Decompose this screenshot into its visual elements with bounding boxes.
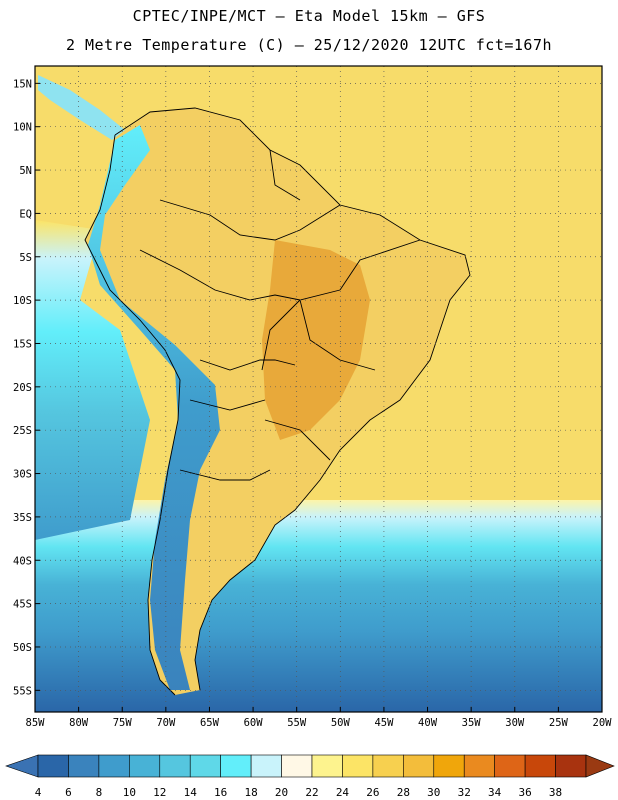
colorbar-label: 22 xyxy=(305,786,318,799)
map-title: CPTEC/INPE/MCT – Eta Model 15km – GFS xyxy=(132,7,486,25)
lon-tick-label: 85W xyxy=(26,717,46,729)
pacific-cool-zone xyxy=(35,220,150,540)
lon-tick-label: 70W xyxy=(156,717,176,729)
lon-tick-label: 45W xyxy=(374,717,394,729)
lat-tick-label: 5S xyxy=(19,252,32,264)
andes-cold-belt xyxy=(88,125,220,690)
lat-tick-label: 10N xyxy=(13,122,32,134)
colorbar-swatch xyxy=(189,754,221,778)
lat-tick-label: 40S xyxy=(13,555,32,567)
ocean-south xyxy=(35,500,602,712)
colorbar-label: 16 xyxy=(214,786,227,799)
hot-interior xyxy=(262,240,370,440)
lon-tick-label: 40W xyxy=(418,717,438,729)
colorbar-label: 18 xyxy=(244,786,257,799)
colorbar-label: 30 xyxy=(427,786,440,799)
lat-tick-label: 15N xyxy=(13,78,32,90)
map-frame xyxy=(34,65,603,713)
lon-tick-label: 25W xyxy=(549,717,569,729)
colorbar-label: 38 xyxy=(549,786,562,799)
lat-tick-label: 10S xyxy=(13,295,32,307)
map-subtitle: 2 Metre Temperature (C) – 25/12/2020 12U… xyxy=(65,36,553,54)
colorbar-swatch xyxy=(98,754,130,778)
colorbar-label: 6 xyxy=(65,786,72,799)
map-field xyxy=(35,66,602,712)
colorbar-swatch xyxy=(159,754,191,778)
lon-tick-label: 75W xyxy=(113,717,133,729)
colorbar-label: 36 xyxy=(518,786,531,799)
colorbar-label: 12 xyxy=(153,786,166,799)
lon-tick-label: 35W xyxy=(462,717,482,729)
lon-tick-label: 50W xyxy=(331,717,351,729)
lat-tick-label: 5N xyxy=(19,165,32,177)
central-america-land xyxy=(38,75,125,140)
latitude-axis: 15N 10N 5N EQ 5S 10S 15S 20S 25S 30S 35S 40S 45S 50S 5… xyxy=(13,78,40,697)
lat-tick-label: 50S xyxy=(13,642,32,654)
colorbar-label: 20 xyxy=(275,786,288,799)
colorbar-swatch xyxy=(463,754,495,778)
lon-tick-label: 80W xyxy=(69,717,89,729)
colorbar-swatch xyxy=(129,754,161,778)
colorbar-swatch xyxy=(372,754,404,778)
colorbar-label: 4 xyxy=(35,786,42,799)
colorbar-swatch xyxy=(250,754,282,778)
lat-tick-label: 45S xyxy=(13,599,32,611)
colorbar-label: 34 xyxy=(488,786,502,799)
lon-tick-label: 55W xyxy=(287,717,307,729)
colorbar-swatch xyxy=(68,754,100,778)
colorbar-swatch xyxy=(281,754,313,778)
lon-tick-label: 60W xyxy=(244,717,264,729)
lat-tick-label: EQ xyxy=(19,208,32,220)
colorbar-swatch xyxy=(37,754,69,778)
colorbar-swatch xyxy=(403,754,435,778)
lat-tick-label: 15S xyxy=(13,338,32,350)
longitude-axis: 85W 80W 75W 70W 65W 60W 55W 50W 45W 40W 35W 30W 25W 2… xyxy=(26,707,613,729)
colorbar-label: 10 xyxy=(123,786,136,799)
lon-tick-label: 65W xyxy=(200,717,220,729)
colorbar-label: 28 xyxy=(397,786,410,799)
colorbar-min-arrow xyxy=(5,754,39,778)
lat-tick-label: 55S xyxy=(13,685,32,697)
colorbar-label: 24 xyxy=(336,786,350,799)
lon-tick-label: 20W xyxy=(593,717,613,729)
lat-tick-label: 30S xyxy=(13,469,32,481)
colorbar-swatch xyxy=(220,754,252,778)
colorbar: 4 6 8 10 12 14 16 18 20 22 24 26 28 30 32 34 36 38 xyxy=(5,754,615,799)
country-borders xyxy=(84,107,471,696)
colorbar-swatch xyxy=(555,754,587,778)
colorbar-swatch xyxy=(342,754,374,778)
colorbar-label: 32 xyxy=(458,786,471,799)
colorbar-swatch xyxy=(524,754,556,778)
lat-tick-label: 20S xyxy=(13,382,32,394)
lat-tick-label: 35S xyxy=(13,512,32,524)
lat-tick-label: 25S xyxy=(13,425,32,437)
colorbar-max-arrow xyxy=(585,754,615,778)
colorbar-label: 26 xyxy=(366,786,379,799)
colorbar-label: 8 xyxy=(96,786,103,799)
lon-tick-label: 30W xyxy=(505,717,525,729)
colorbar-label: 14 xyxy=(184,786,198,799)
colorbar-swatch xyxy=(311,754,343,778)
colorbar-swatch xyxy=(433,754,465,778)
colorbar-swatch xyxy=(494,754,526,778)
